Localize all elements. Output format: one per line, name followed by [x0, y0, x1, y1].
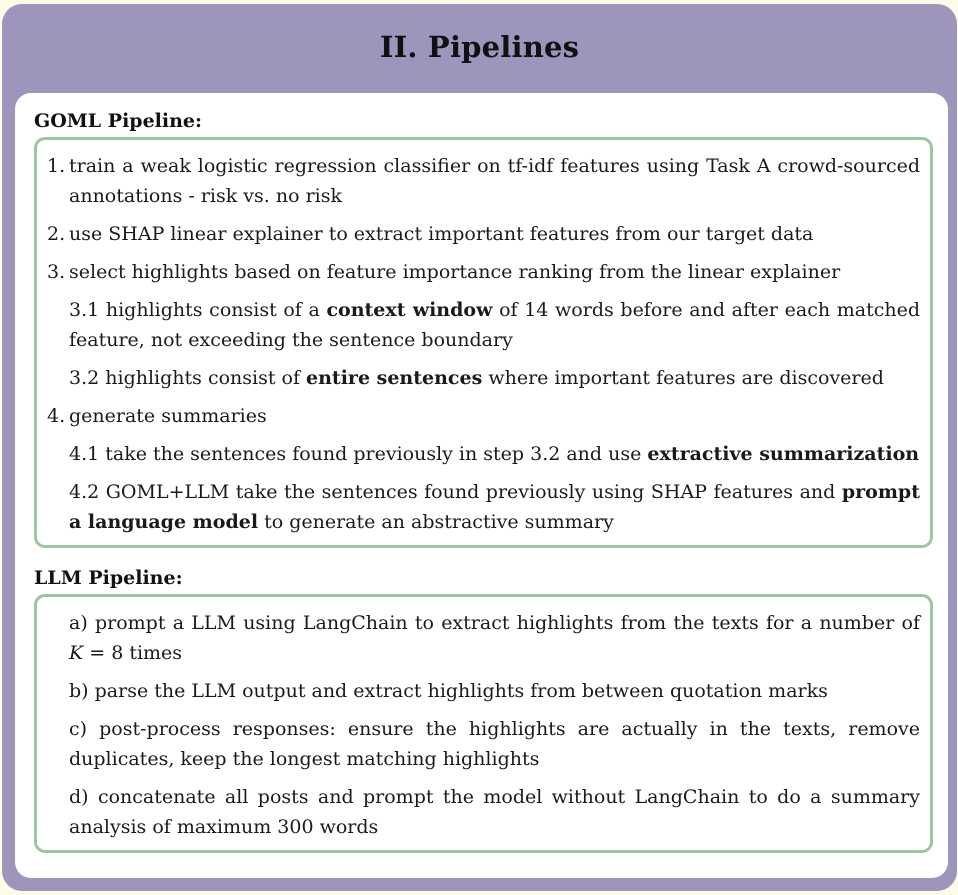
substep-bold-term: extractive summarization	[647, 443, 920, 465]
step-number: 4.	[47, 405, 66, 427]
step-text: = 8 times	[83, 642, 183, 664]
step-text: train a weak logistic regression classif…	[69, 155, 920, 207]
llm-step-c: c) post-process responses: ensure the hi…	[69, 718, 920, 770]
goml-step-3: 3. select highlights based on feature im…	[47, 257, 920, 287]
step-number: 1.	[47, 155, 66, 177]
step-number: 2.	[47, 223, 66, 245]
math-variable: K	[69, 642, 84, 664]
goml-substep-4-1: 4.1 take the sentences found previously …	[47, 439, 920, 469]
block-body: GOML Pipeline: 1. train a weak logistic …	[15, 93, 948, 878]
substep-text: 4.1 take the sentences found previously …	[69, 443, 648, 465]
goml-heading: GOML Pipeline:	[34, 110, 203, 132]
llm-steps-box: a) prompt a LLM using LangChain to extra…	[34, 594, 933, 853]
substep-bold-term: entire sentences	[306, 367, 483, 389]
substep-text: where important features are discovered	[482, 367, 884, 389]
substep-text: of 14 words before and after each matche…	[69, 299, 920, 351]
substep-bold-term: prompt a language model	[69, 481, 920, 533]
substep-text: 4.2 GOML+LLM take the sentences found pr…	[69, 481, 842, 503]
substep-text: 3.1 highlights consist of a	[69, 299, 327, 321]
step-text: a) prompt a LLM using LangChain to extra…	[69, 612, 920, 634]
goml-substep-3-2: 3.2 highlights consist of entire sentenc…	[47, 363, 920, 393]
block-title: II. Pipelines	[379, 30, 580, 64]
goml-step-1: 1. train a weak logistic regression clas…	[47, 151, 920, 211]
llm-step-b: b) parse the LLM output and extract high…	[69, 680, 828, 702]
substep-text: 3.2 highlights consist of	[69, 367, 307, 389]
llm-heading: LLM Pipeline:	[34, 567, 183, 589]
goml-substep-3-1: 3.1 highlights consist of a context wind…	[47, 295, 920, 355]
substep-text: to generate an abstractive summary	[258, 511, 614, 533]
llm-step-a: a) prompt a LLM using LangChain to extra…	[47, 608, 920, 668]
pipelines-block: II. Pipelines GOML Pipeline: 1. train a …	[2, 4, 957, 891]
substep-bold-term: context window	[326, 299, 493, 321]
goml-step-2: 2. use SHAP linear explainer to extract …	[47, 219, 920, 249]
step-text: use SHAP linear explainer to extract imp…	[69, 223, 814, 245]
step-text: select highlights based on feature impor…	[69, 261, 841, 283]
goml-steps-box: 1. train a weak logistic regression clas…	[34, 137, 933, 548]
goml-step-4: 4. generate summaries	[47, 401, 920, 431]
step-text: generate summaries	[69, 405, 267, 427]
goml-substep-4-2: 4.2 GOML+LLM take the sentences found pr…	[47, 477, 920, 537]
step-number: 3.	[47, 261, 66, 283]
llm-step-d: d) concatenate all posts and prompt the …	[69, 786, 920, 838]
